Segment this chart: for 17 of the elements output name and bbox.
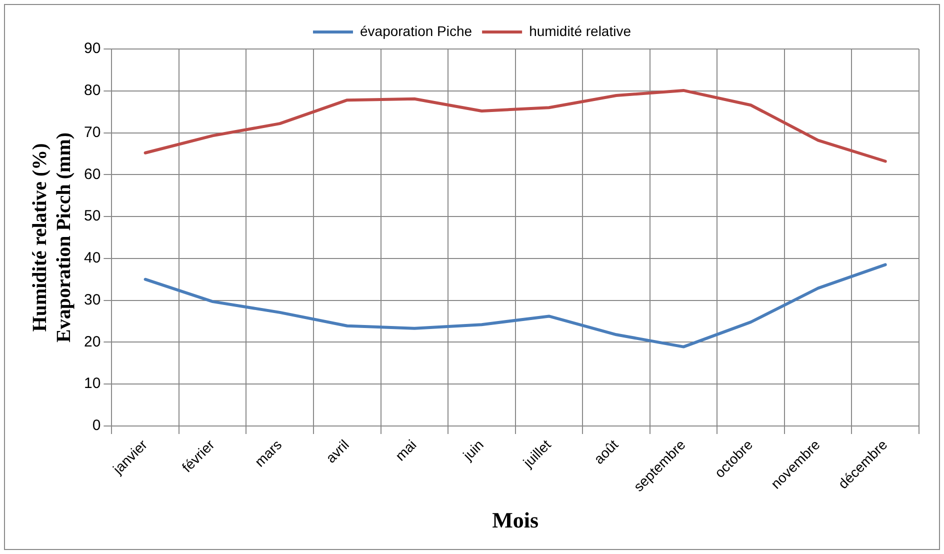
y-tick-label: 30 xyxy=(84,291,101,308)
y-tick-label: 70 xyxy=(84,124,101,141)
y-tick-label: 50 xyxy=(84,208,101,225)
x-tick-label: août xyxy=(590,436,622,468)
legend-label: humidité relative xyxy=(529,22,632,39)
y-tick-label: 10 xyxy=(84,375,101,392)
y-tick-label: 60 xyxy=(84,166,101,183)
x-tick-label: mai xyxy=(392,436,420,464)
y-axis-title: Humidité relative (%) Evaporation Picch (mm) xyxy=(29,132,76,342)
y-tick-label: 0 xyxy=(92,417,101,434)
y-tick-label: 80 xyxy=(84,82,101,100)
x-tick-label: juin xyxy=(459,436,487,464)
y-tick-label: 90 xyxy=(84,40,101,58)
x-axis-title: Mois xyxy=(492,507,539,532)
y-tick-label: 40 xyxy=(84,250,101,267)
legend-label: évaporation Piche xyxy=(360,22,472,39)
y-tick-label: 20 xyxy=(84,333,101,350)
